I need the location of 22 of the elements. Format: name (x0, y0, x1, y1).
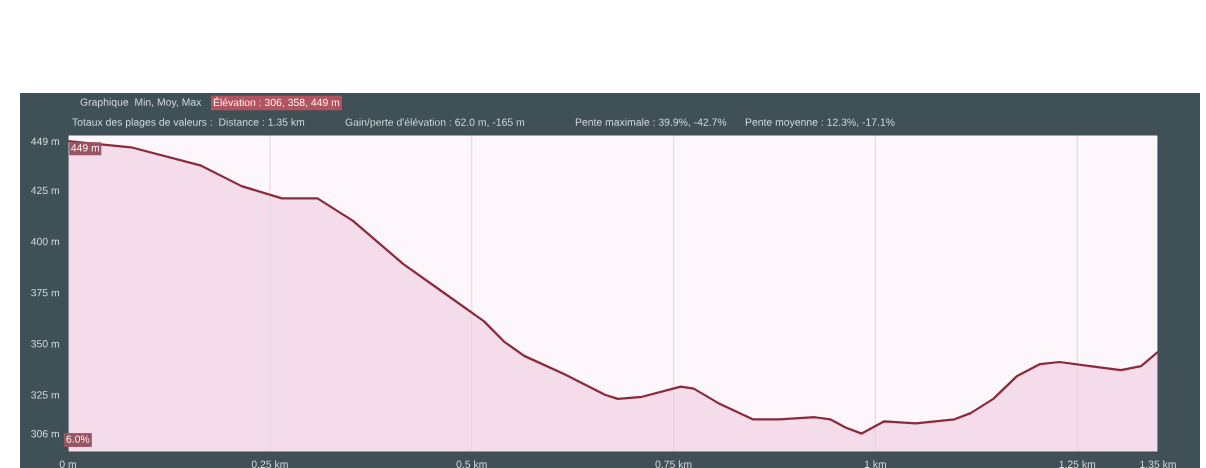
text: Gain/perte d'élévation : 62.0 m, -165 m (345, 118, 525, 128)
text: Graphique Min, Moy, Max (80, 98, 202, 108)
y-tick-label: 325 m (31, 391, 59, 399)
annotation: 449 m (71, 144, 100, 152)
x-tick-label: 1.25 km (1059, 460, 1096, 468)
text: Pente maximale : 39.9%, -42.7% (575, 118, 727, 128)
x-tick-label: 0.75 km (655, 460, 692, 468)
x-tick-label: 1.35 km (1140, 460, 1176, 468)
y-tick-label: 400 m (30, 237, 59, 246)
text: Élévation : 306, 358, 449 m (213, 96, 340, 108)
y-tick-label: 425 m (30, 186, 59, 195)
annotation: 6.0% (66, 435, 90, 443)
x-tick-label: 0 m (59, 460, 76, 468)
text: Pente moyenne : 12.3%, -17.1% (745, 118, 895, 128)
y-tick-label: 306 m (31, 430, 59, 438)
y-tick-label: 350 m (31, 340, 59, 348)
x-tick-label: 1 km (864, 460, 887, 468)
x-tick-label: 0.5 km (456, 460, 487, 468)
y-tick-label: 449 m (30, 137, 59, 146)
x-tick-label: 0.25 km (251, 460, 288, 468)
text: Totaux des plages de valeurs : Distance : 1.35 km (72, 118, 305, 128)
y-tick-label: 375 m (31, 288, 59, 297)
